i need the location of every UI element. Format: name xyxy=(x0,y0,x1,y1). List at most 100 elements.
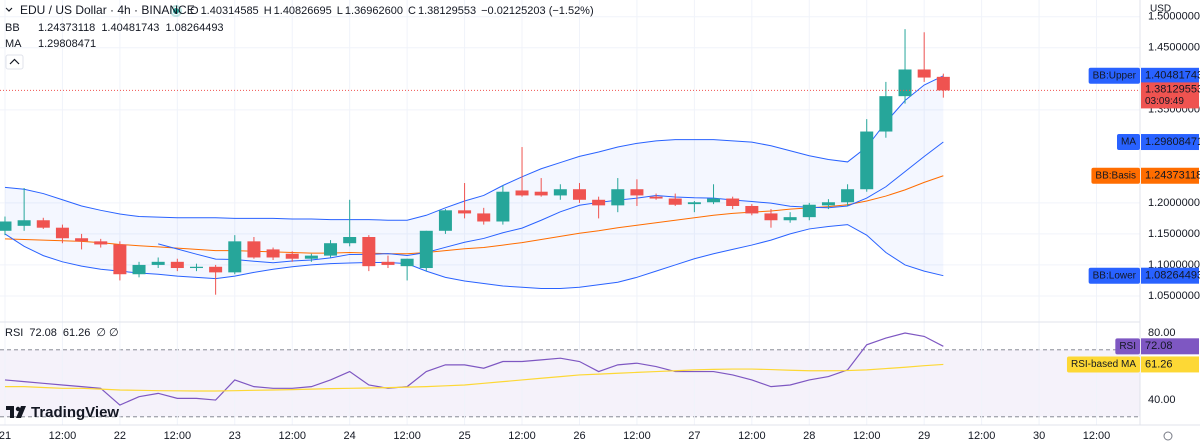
bb-legend-value: 1.40481743 xyxy=(101,22,159,34)
candle-body xyxy=(189,266,203,269)
candle-body xyxy=(592,199,606,206)
candle-body xyxy=(17,220,31,226)
candle-body xyxy=(745,205,759,214)
x-tick-label: 12:00 xyxy=(623,430,651,442)
name-tag-bg xyxy=(1088,67,1140,84)
candle-body xyxy=(496,191,510,222)
x-tick-label: 24 xyxy=(344,430,356,442)
candle-body xyxy=(285,253,299,259)
candle-body xyxy=(630,189,644,196)
logo-dot xyxy=(15,406,21,412)
collapse-icon[interactable] xyxy=(5,7,13,12)
candle-body xyxy=(209,266,223,273)
market-status-ring xyxy=(170,5,182,17)
value-tag-bg xyxy=(1141,134,1199,151)
x-tick-label: 12:00 xyxy=(278,430,306,442)
name-tag-bg xyxy=(1115,338,1140,355)
candle-body xyxy=(266,249,280,258)
market-status-dot xyxy=(173,8,179,14)
candle-body xyxy=(553,189,567,196)
name-tag-label: BB:Upper xyxy=(1093,70,1137,81)
x-tick-label: 12:00 xyxy=(968,430,996,442)
candle-body xyxy=(400,258,414,267)
candle-body xyxy=(94,241,108,245)
countdown-label: 03:09:49 xyxy=(1145,96,1184,107)
rsi-y-tick-label: 40.00 xyxy=(1148,394,1176,406)
x-tick-label: 12:00 xyxy=(1083,430,1111,442)
value-tag-bg xyxy=(1141,67,1199,84)
candle-body xyxy=(343,237,357,244)
y-tick-label: 1.45000000 xyxy=(1148,42,1200,54)
x-tick-label: 30 xyxy=(1033,430,1045,442)
name-tag-label: BB:Basis xyxy=(1095,170,1136,181)
name-tag-label: BB:Lower xyxy=(1093,270,1137,281)
x-tick-label: 28 xyxy=(803,430,815,442)
candle-body xyxy=(247,241,261,258)
name-tag-label: RSI xyxy=(1119,341,1136,352)
candle-body xyxy=(477,213,491,222)
collapse-legend-icon xyxy=(9,58,20,65)
ma-legend-label: MA xyxy=(5,38,22,50)
x-tick-label: 29 xyxy=(918,430,930,442)
ohlc-value: 1.40826695 xyxy=(274,5,332,17)
value-tag-bg xyxy=(1141,167,1199,184)
ohlc-key: L xyxy=(337,5,343,17)
bb-legend-value: 1.24373118 xyxy=(38,22,95,34)
name-tag-label: MA xyxy=(1121,137,1136,148)
name-tag-bg xyxy=(1117,134,1140,151)
value-tag-bg xyxy=(1141,356,1199,373)
x-tick-label: 12:00 xyxy=(853,430,881,442)
indicator-line xyxy=(4,175,944,255)
candle-body xyxy=(36,220,50,228)
value-tag-bg xyxy=(1141,267,1199,284)
name-tag-bg xyxy=(1066,356,1140,373)
y-axis-unit: USD xyxy=(1150,4,1171,15)
candle-body xyxy=(75,238,89,242)
name-tag-bg xyxy=(1091,167,1140,184)
candle-body xyxy=(534,191,548,196)
x-tick-label: 23 xyxy=(229,430,241,442)
collapse-legend-button[interactable] xyxy=(5,54,24,70)
ohlc-value: 1.36962600 xyxy=(345,5,403,17)
indicator-line xyxy=(4,75,944,221)
y-tick-label: 1.50000000 xyxy=(1148,11,1200,23)
candle-body xyxy=(879,96,893,132)
candle-body xyxy=(611,189,625,206)
rsi-legend-label: RSI xyxy=(5,327,23,339)
ohlc-key: H xyxy=(264,5,272,17)
logo-stem xyxy=(10,406,14,418)
ohlc-value: 1.38129553 xyxy=(418,5,476,17)
value-tag-label: 1.40481743 xyxy=(1145,70,1200,82)
ohlc-value: 1.40314585 xyxy=(201,5,259,17)
bb-legend-label: BB xyxy=(5,22,20,34)
rsi-legend-extra: ∅ ∅ xyxy=(96,327,118,339)
candle-body xyxy=(458,210,472,214)
value-tag-label: 61.26 xyxy=(1145,358,1173,370)
background-layer xyxy=(0,0,1140,425)
candle-body xyxy=(726,198,740,206)
x-tick-label: 25 xyxy=(458,430,470,442)
candle-body xyxy=(324,243,338,256)
x-tick-label: 21 xyxy=(0,430,11,442)
x-tick-label: 12:00 xyxy=(508,430,536,442)
candle-body xyxy=(151,261,165,265)
candle-body xyxy=(783,217,797,221)
x-tick-label: 12:00 xyxy=(738,430,766,442)
data-layer xyxy=(0,29,1140,406)
name-tag-label: RSI-based MA xyxy=(1071,359,1136,370)
candle-body xyxy=(860,131,874,190)
rsi-line xyxy=(4,363,944,392)
y-tick-label: 1.15000000 xyxy=(1148,228,1200,240)
bb-fill xyxy=(4,75,944,289)
indicator-line xyxy=(4,224,944,289)
bb-legend-value: 1.08264493 xyxy=(165,22,223,34)
candle-body xyxy=(132,264,146,275)
ohlc-key: C xyxy=(408,5,416,17)
rsi-y-tick-label: 80.00 xyxy=(1148,327,1176,339)
value-tag-label: 1.29808471 xyxy=(1145,136,1200,148)
candle-body xyxy=(170,261,184,269)
settings-icon[interactable] xyxy=(1163,431,1173,441)
candle-body xyxy=(668,198,682,205)
